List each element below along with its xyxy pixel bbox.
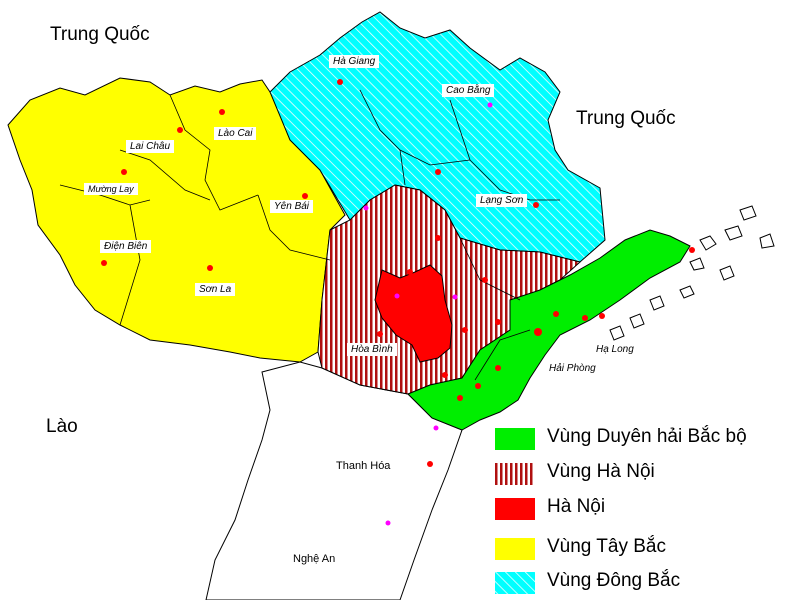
legend-swatch-vung-ha-noi — [495, 463, 535, 485]
city-label-ha-giang: Hà Giang — [329, 55, 380, 68]
legend-label: Hà Nội — [547, 496, 606, 517]
legend-label: Vùng Đông Bắc — [547, 570, 681, 591]
legend-swatch-tay-bac — [495, 538, 535, 560]
region-duyen-hai — [407, 229, 691, 431]
legend-label: Vùng Tây Bắc — [547, 536, 667, 557]
legend-label: Vùng Duyên hải Bắc bộ — [547, 426, 747, 447]
city-label-ha-long: Hạ Long — [592, 343, 638, 356]
city-label-dien-bien: Điện Biên — [100, 240, 152, 253]
country-label-china-east: Trung Quốc — [576, 108, 676, 129]
city-label-cao-bang: Cao Bằng — [442, 84, 495, 97]
region-ha-noi — [374, 264, 453, 363]
city-label-lao-cai: Lào Cai — [214, 127, 257, 140]
city-label-son-la: Sơn La — [195, 283, 236, 296]
city-label-hai-phong: Hải Phòng — [545, 362, 600, 375]
city-dots — [101, 79, 695, 467]
province-borders — [59, 89, 560, 381]
country-label-laos: Lào — [46, 416, 78, 437]
city-label-lang-son: Lạng Sơn — [476, 194, 528, 207]
legend-label: Vùng Hà Nội — [547, 461, 655, 482]
islands — [609, 205, 775, 341]
minor-dots — [363, 102, 493, 526]
city-label-lai-chau: Lai Châu — [126, 140, 175, 153]
legend-swatch-dong-bac — [495, 572, 535, 594]
city-label-hoa-binh: Hòa Bình — [347, 343, 397, 356]
legend-swatch-duyen-hai — [495, 428, 535, 450]
legend-swatch-ha-noi — [495, 498, 535, 520]
city-label-yen-bai: Yên Bái — [270, 200, 314, 213]
city-label-nghe-an: Nghệ An — [293, 553, 336, 565]
country-label-china-west: Trung Quốc — [50, 24, 150, 45]
city-label-muong-lay: Mường Lay — [84, 183, 138, 195]
city-label-thanh-hoa: Thanh Hóa — [336, 460, 391, 472]
